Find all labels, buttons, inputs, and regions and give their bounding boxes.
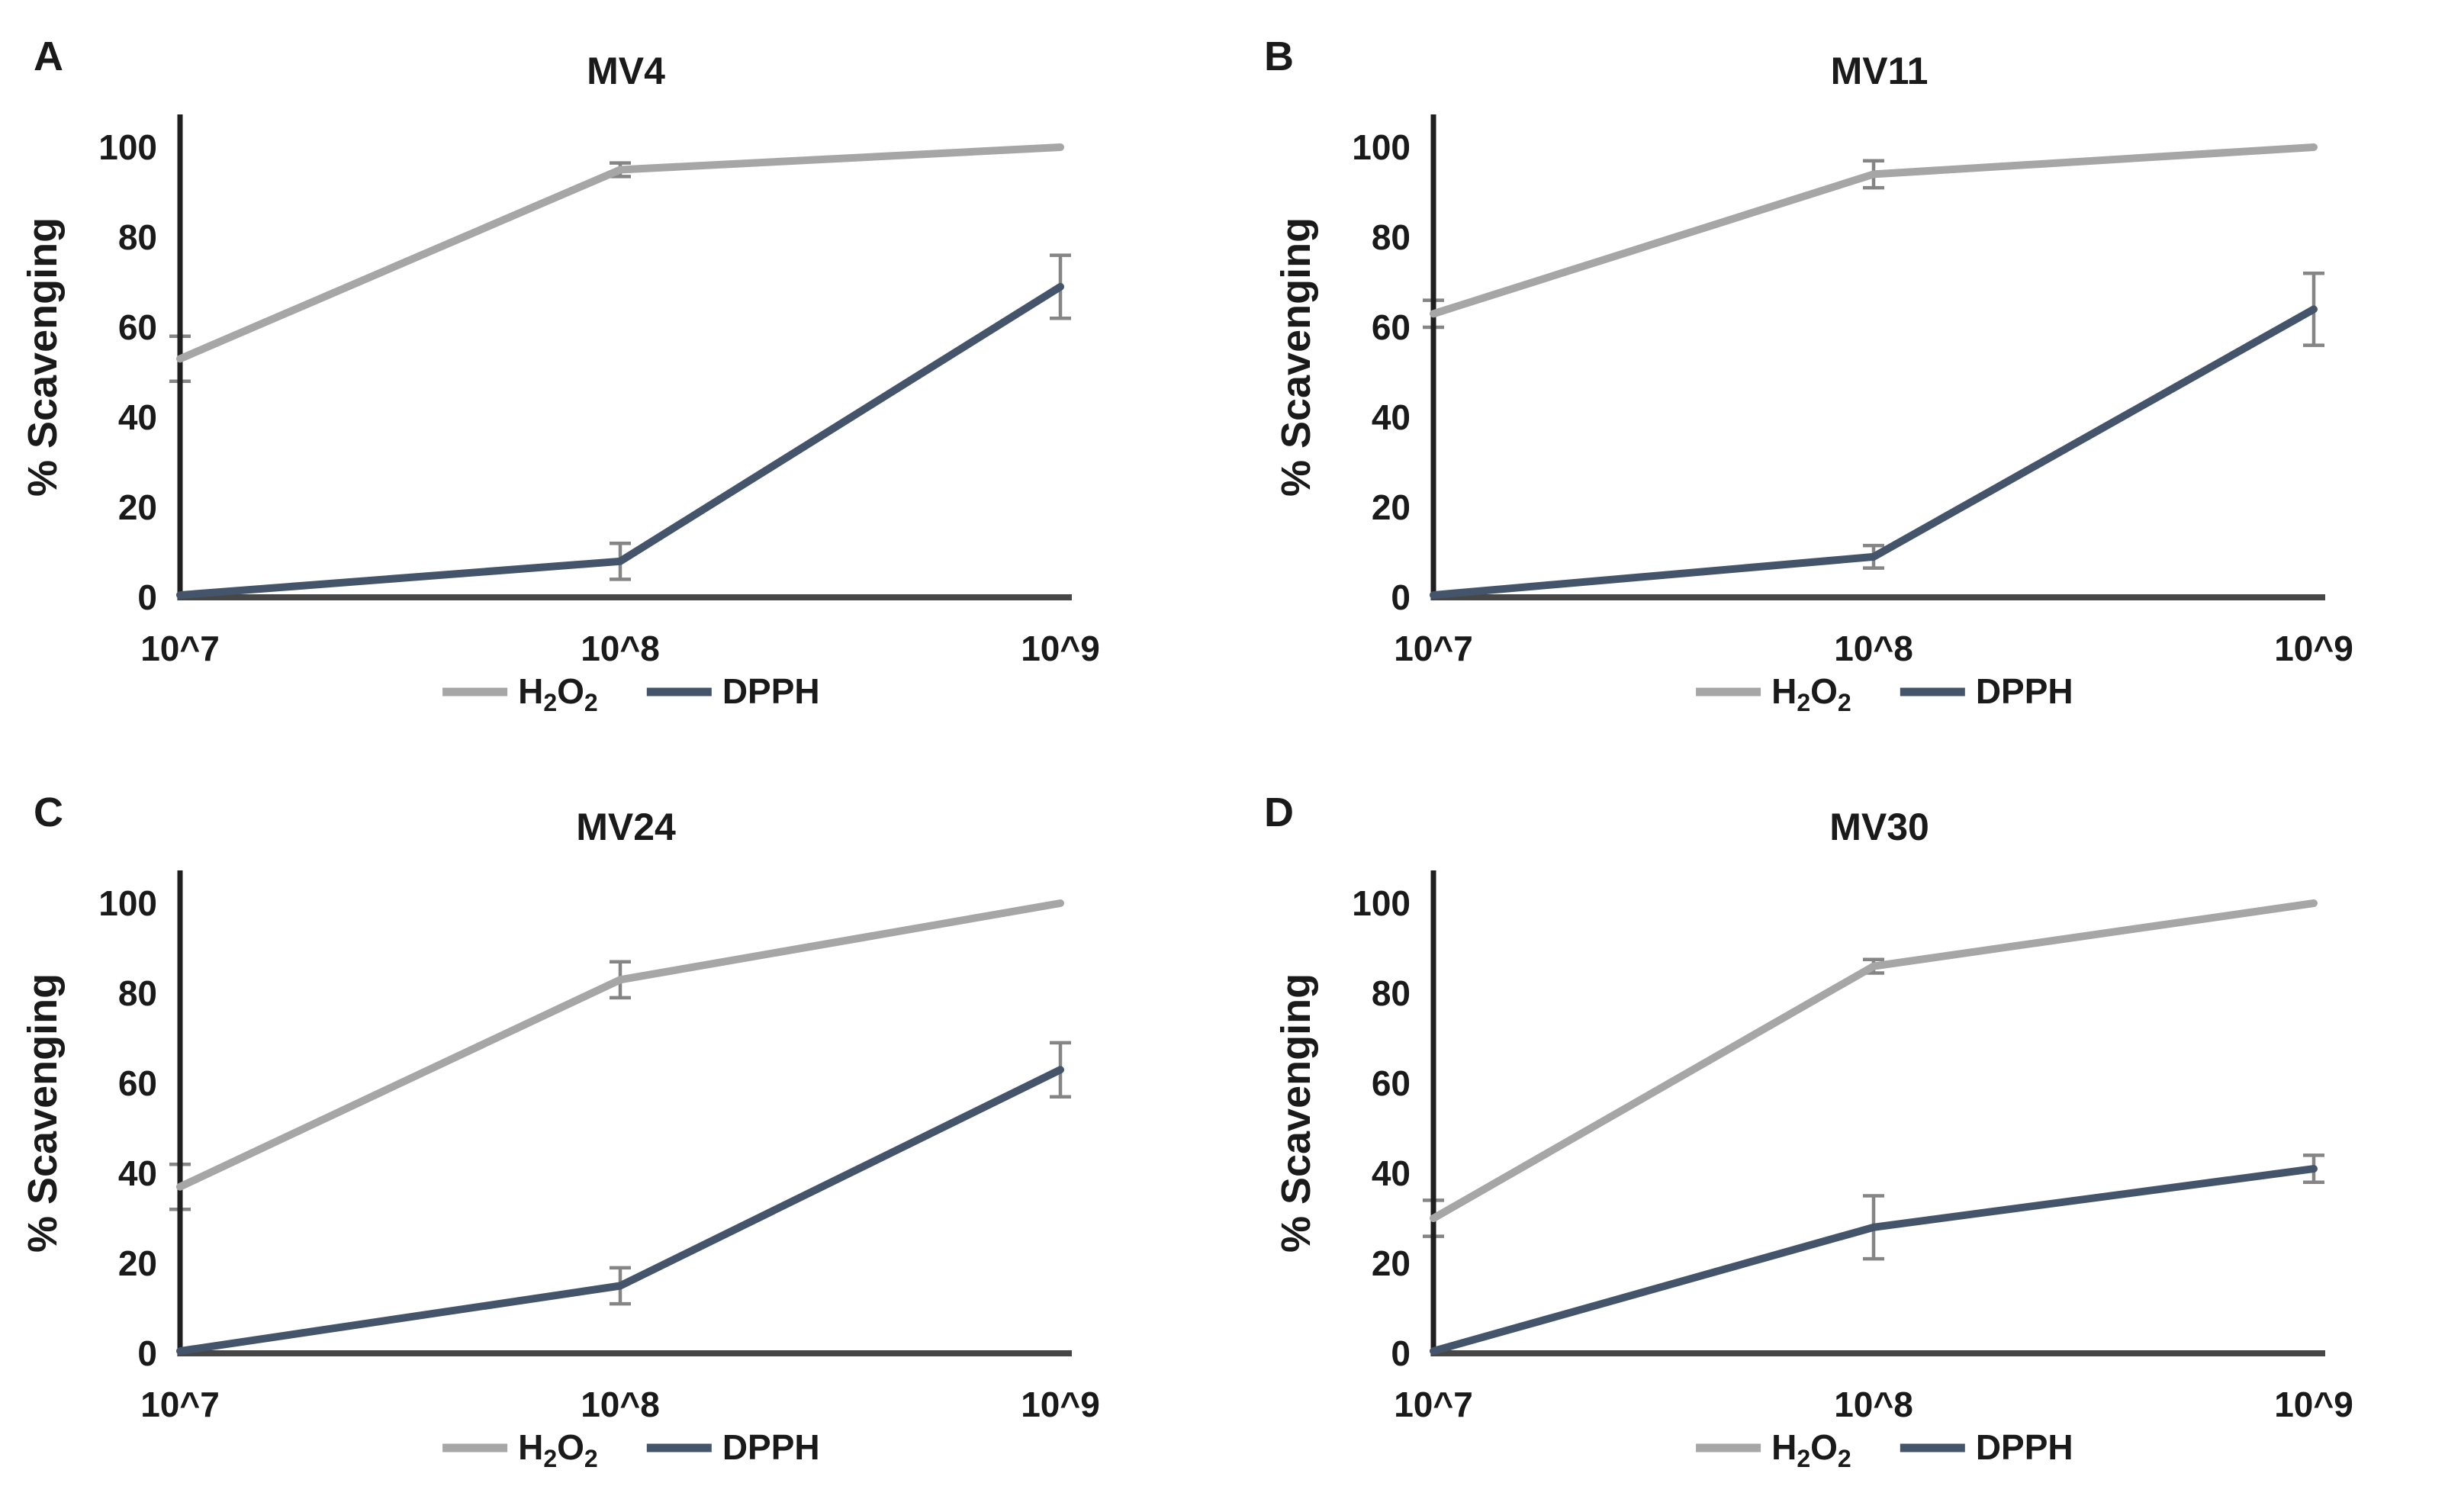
x-tick-label-10^7: 10^7	[140, 629, 220, 668]
chart-title-a: MV4	[587, 50, 665, 92]
plot-group-d: MV30 % Scavenging 0 20 40 60 80 100 10^7 10^8 10^9…	[1273, 806, 2353, 1472]
legend-label-h2o2: H2​O2​	[518, 1427, 598, 1472]
panel-D-chart: D MV30 % Scavenging 0 20 40 60 80 100 10^7 10^8 10^…	[1264, 790, 2353, 1472]
chart-title-d: MV30	[1829, 806, 1929, 848]
plot-group-a: MV4 % Scavenging 0 20 40 60 80 100 10^7 10^8 10^9 H…	[20, 50, 1100, 716]
y-tick-label-100: 100	[98, 883, 157, 923]
legend-label-dpph: DPPH	[1976, 1427, 2073, 1467]
y-tick-label-80: 80	[1372, 973, 1411, 1013]
legend-a: H2​O2​ DPPH	[442, 671, 820, 716]
panel-B: B MV11 % Scavenging 0 20 40 60 80 100 10^7 10^8 10^…	[1230, 0, 2461, 756]
y-tick-label-40: 40	[118, 1153, 157, 1193]
y-tick-label-0: 0	[1391, 1333, 1411, 1373]
x-tick-label-10^8: 10^8	[1834, 1385, 1913, 1424]
legend-label-h2o2: H2​O2​	[1771, 1427, 1851, 1472]
x-tick-label-10^9: 10^9	[2274, 1385, 2353, 1424]
series-line-dpph-d	[1430, 1165, 2318, 1356]
chart-title-b: MV11	[1831, 50, 1929, 92]
panel-C-chart: C MV24 % Scavenging 0 20 40 60 80 100 10^7 10^8 10^…	[20, 790, 1100, 1472]
chart-title-c: MV24	[576, 806, 676, 848]
y-tick-label-0: 0	[137, 577, 157, 617]
y-tick-label-80: 80	[1372, 217, 1411, 257]
y-tick-label-60: 60	[1372, 1063, 1411, 1103]
y-tick-label-60: 60	[1372, 307, 1411, 347]
y-axis-title-d: % Scavenging	[1273, 973, 1319, 1253]
panel-letter-b: B	[1264, 34, 1294, 79]
plot-group-c: MV24 % Scavenging 0 20 40 60 80 100 10^7 10^8 10^9…	[20, 806, 1100, 1472]
y-tick-label-80: 80	[118, 217, 157, 257]
y-tick-label-100: 100	[1352, 883, 1411, 923]
y-tick-label-20: 20	[118, 1243, 157, 1283]
legend-b: H2​O2​ DPPH	[1696, 671, 2073, 716]
legend-d: H2​O2​ DPPH	[1696, 1427, 2073, 1472]
plot-group-b: MV11 % Scavenging 0 20 40 60 80 100 10^7 10^8 10^9…	[1273, 50, 2353, 716]
panel-letter-a: A	[34, 34, 63, 79]
y-tick-label-20: 20	[118, 487, 157, 527]
series-line-h2o2-c	[176, 899, 1064, 1191]
x-tick-label-10^8: 10^8	[581, 1385, 660, 1424]
y-axis-title-c: % Scavenging	[20, 973, 66, 1253]
legend-label-h2o2: H2​O2​	[518, 671, 598, 716]
x-tick-label-10^9: 10^9	[1021, 1385, 1100, 1424]
panel-A-chart: A MV4 % Scavenging 0 20 40 60 80 100 10^7 10^8 10^9…	[20, 34, 1100, 716]
panel-C: C MV24 % Scavenging 0 20 40 60 80 100 10^7 10^8 10^…	[0, 756, 1230, 1512]
legend-c: H2​O2​ DPPH	[442, 1427, 820, 1472]
y-tick-label-20: 20	[1372, 487, 1411, 527]
series-line-h2o2-d	[1430, 899, 2318, 1222]
y-tick-label-0: 0	[137, 1333, 157, 1373]
series-line-dpph-a	[176, 282, 1064, 600]
panel-B-chart: B MV11 % Scavenging 0 20 40 60 80 100 10^7 10^8 10^…	[1264, 34, 2353, 716]
legend-label-h2o2: H2​O2​	[1771, 671, 1851, 716]
y-tick-label-40: 40	[118, 397, 157, 437]
panel-A: A MV4 % Scavenging 0 20 40 60 80 100 10^7 10^8 10^9…	[0, 0, 1230, 756]
panel-letter-c: C	[34, 790, 63, 835]
legend-label-dpph: DPPH	[722, 1427, 820, 1467]
y-tick-label-100: 100	[1352, 127, 1411, 167]
y-tick-label-100: 100	[98, 127, 157, 167]
series-line-dpph-b	[1430, 305, 2318, 600]
x-tick-label-10^9: 10^9	[1021, 629, 1100, 668]
panel-letter-d: D	[1264, 790, 1294, 835]
x-tick-label-10^7: 10^7	[1394, 1385, 1473, 1424]
x-tick-label-10^9: 10^9	[2274, 629, 2353, 668]
y-tick-label-60: 60	[118, 1063, 157, 1103]
x-tick-label-10^7: 10^7	[1394, 629, 1473, 668]
y-axis-title-a: % Scavenging	[20, 217, 66, 497]
legend-label-dpph: DPPH	[722, 671, 820, 711]
x-tick-label-10^8: 10^8	[1834, 629, 1913, 668]
y-tick-label-40: 40	[1372, 1153, 1411, 1193]
series-line-h2o2-a	[176, 143, 1064, 363]
legend-label-dpph: DPPH	[1976, 671, 2073, 711]
series-line-h2o2-b	[1430, 143, 2318, 318]
y-tick-label-20: 20	[1372, 1243, 1411, 1283]
panel-D: D MV30 % Scavenging 0 20 40 60 80 100 10^7 10^8 10^…	[1230, 756, 2461, 1512]
y-tick-label-0: 0	[1391, 577, 1411, 617]
x-tick-label-10^7: 10^7	[140, 1385, 220, 1424]
y-axis-title-b: % Scavenging	[1273, 217, 1319, 497]
series-line-dpph-c	[176, 1066, 1064, 1356]
x-tick-label-10^8: 10^8	[581, 629, 660, 668]
y-tick-label-60: 60	[118, 307, 157, 347]
y-tick-label-40: 40	[1372, 397, 1411, 437]
y-tick-label-80: 80	[118, 973, 157, 1013]
